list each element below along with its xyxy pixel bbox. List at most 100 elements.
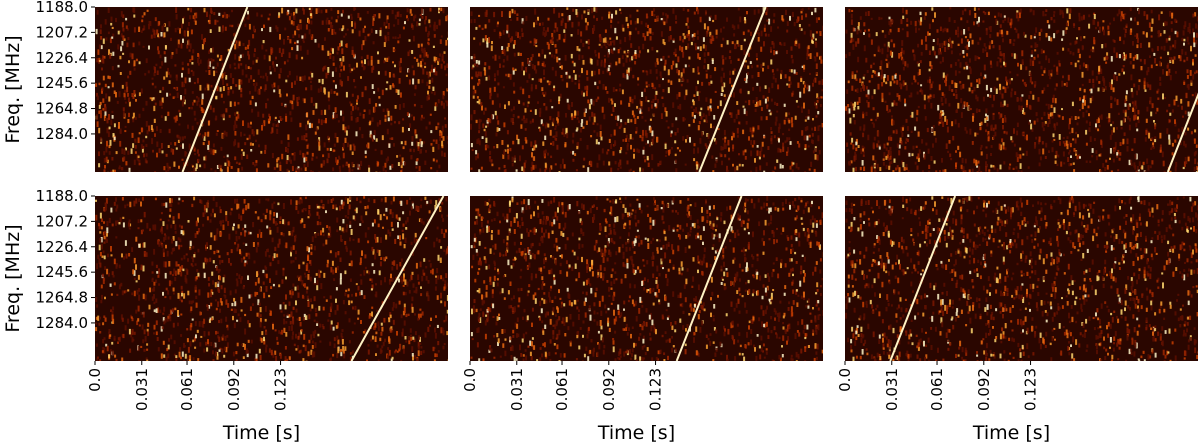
noise-pixel xyxy=(383,21,386,27)
noise-pixel xyxy=(610,17,613,23)
noise-pixel xyxy=(189,59,192,63)
noise-pixel xyxy=(612,87,615,93)
noise-pixel xyxy=(187,220,190,223)
noise-pixel xyxy=(366,11,369,14)
noise-pixel xyxy=(343,352,346,359)
noise-pixel xyxy=(1157,88,1160,92)
noise-pixel xyxy=(167,111,170,116)
noise-pixel xyxy=(253,53,256,58)
noise-pixel xyxy=(364,155,367,159)
noise-pixel xyxy=(169,167,171,170)
noise-pixel xyxy=(957,59,960,62)
noise-pixel xyxy=(396,11,399,17)
noise-pixel xyxy=(795,100,798,103)
noise-pixel xyxy=(979,147,982,151)
noise-pixel xyxy=(1159,147,1162,152)
noise-pixel xyxy=(248,134,251,140)
noise-pixel xyxy=(988,45,991,50)
noise-pixel xyxy=(279,165,282,171)
noise-pixel xyxy=(1042,148,1045,155)
noise-pixel xyxy=(697,95,700,102)
noise-pixel xyxy=(1082,14,1085,20)
noise-pixel xyxy=(1097,87,1100,92)
noise-pixel xyxy=(261,44,264,50)
noise-pixel xyxy=(1048,118,1051,124)
noise-pixel xyxy=(704,10,707,16)
noise-pixel xyxy=(106,268,109,275)
noise-pixel xyxy=(819,31,822,36)
noise-pixel xyxy=(576,127,579,131)
noise-pixel xyxy=(707,106,710,111)
noise-pixel xyxy=(1032,58,1035,61)
noise-pixel xyxy=(1130,17,1133,21)
noise-pixel xyxy=(951,40,954,44)
noise-pixel xyxy=(504,149,507,152)
noise-pixel xyxy=(568,15,571,21)
noise-pixel xyxy=(804,126,807,132)
noise-pixel xyxy=(421,79,424,84)
noise-pixel xyxy=(1050,73,1053,77)
noise-pixel xyxy=(939,26,942,32)
noise-pixel xyxy=(475,26,478,30)
noise-pixel xyxy=(867,28,870,32)
noise-pixel xyxy=(585,90,588,97)
noise-pixel xyxy=(966,39,969,42)
noise-pixel xyxy=(1114,146,1117,151)
noise-pixel xyxy=(852,38,855,42)
noise-pixel xyxy=(866,70,869,74)
noise-pixel xyxy=(404,140,407,146)
noise-pixel xyxy=(297,166,300,170)
noise-pixel xyxy=(857,106,860,110)
noise-pixel xyxy=(946,119,948,123)
noise-pixel xyxy=(1000,13,1003,18)
noise-pixel xyxy=(798,143,801,148)
noise-pixel xyxy=(697,36,699,40)
noise-pixel xyxy=(1053,19,1056,23)
noise-pixel xyxy=(874,164,877,167)
noise-pixel xyxy=(408,79,411,85)
noise-pixel xyxy=(506,24,509,31)
noise-pixel xyxy=(566,82,569,88)
noise-pixel xyxy=(770,137,773,142)
noise-pixel xyxy=(294,30,297,36)
noise-pixel xyxy=(1161,151,1164,158)
noise-pixel xyxy=(1159,132,1162,139)
noise-pixel xyxy=(309,80,312,83)
noise-pixel xyxy=(545,30,548,36)
noise-pixel xyxy=(1045,103,1048,106)
noise-pixel xyxy=(172,322,175,328)
noise-pixel xyxy=(164,234,167,240)
noise-pixel xyxy=(242,43,245,47)
noise-pixel xyxy=(1068,123,1070,130)
noise-pixel xyxy=(445,39,448,46)
noise-pixel xyxy=(291,335,294,340)
noise-pixel xyxy=(445,315,448,322)
noise-pixel xyxy=(1103,29,1105,36)
noise-pixel xyxy=(598,154,601,161)
noise-pixel xyxy=(1035,112,1038,117)
noise-pixel xyxy=(349,144,352,151)
noise-pixel xyxy=(554,44,557,48)
noise-pixel xyxy=(582,59,585,65)
noise-pixel xyxy=(774,78,777,83)
noise-pixel xyxy=(237,224,240,229)
noise-pixel xyxy=(354,22,357,29)
noise-pixel xyxy=(238,236,241,240)
noise-pixel xyxy=(97,254,100,259)
noise-pixel xyxy=(246,17,249,20)
noise-pixel xyxy=(373,106,376,113)
noise-pixel xyxy=(731,136,733,141)
noise-pixel xyxy=(1119,152,1122,156)
noise-pixel xyxy=(856,101,859,105)
noise-pixel xyxy=(865,11,867,16)
noise-pixel xyxy=(274,350,277,355)
noise-pixel xyxy=(352,54,355,58)
noise-pixel xyxy=(533,22,535,28)
noise-pixel xyxy=(1089,136,1092,142)
noise-pixel xyxy=(550,142,552,145)
noise-pixel xyxy=(666,150,669,153)
noise-pixel xyxy=(745,77,748,84)
noise-pixel xyxy=(776,159,779,163)
noise-pixel xyxy=(685,23,688,26)
noise-pixel xyxy=(308,119,310,122)
